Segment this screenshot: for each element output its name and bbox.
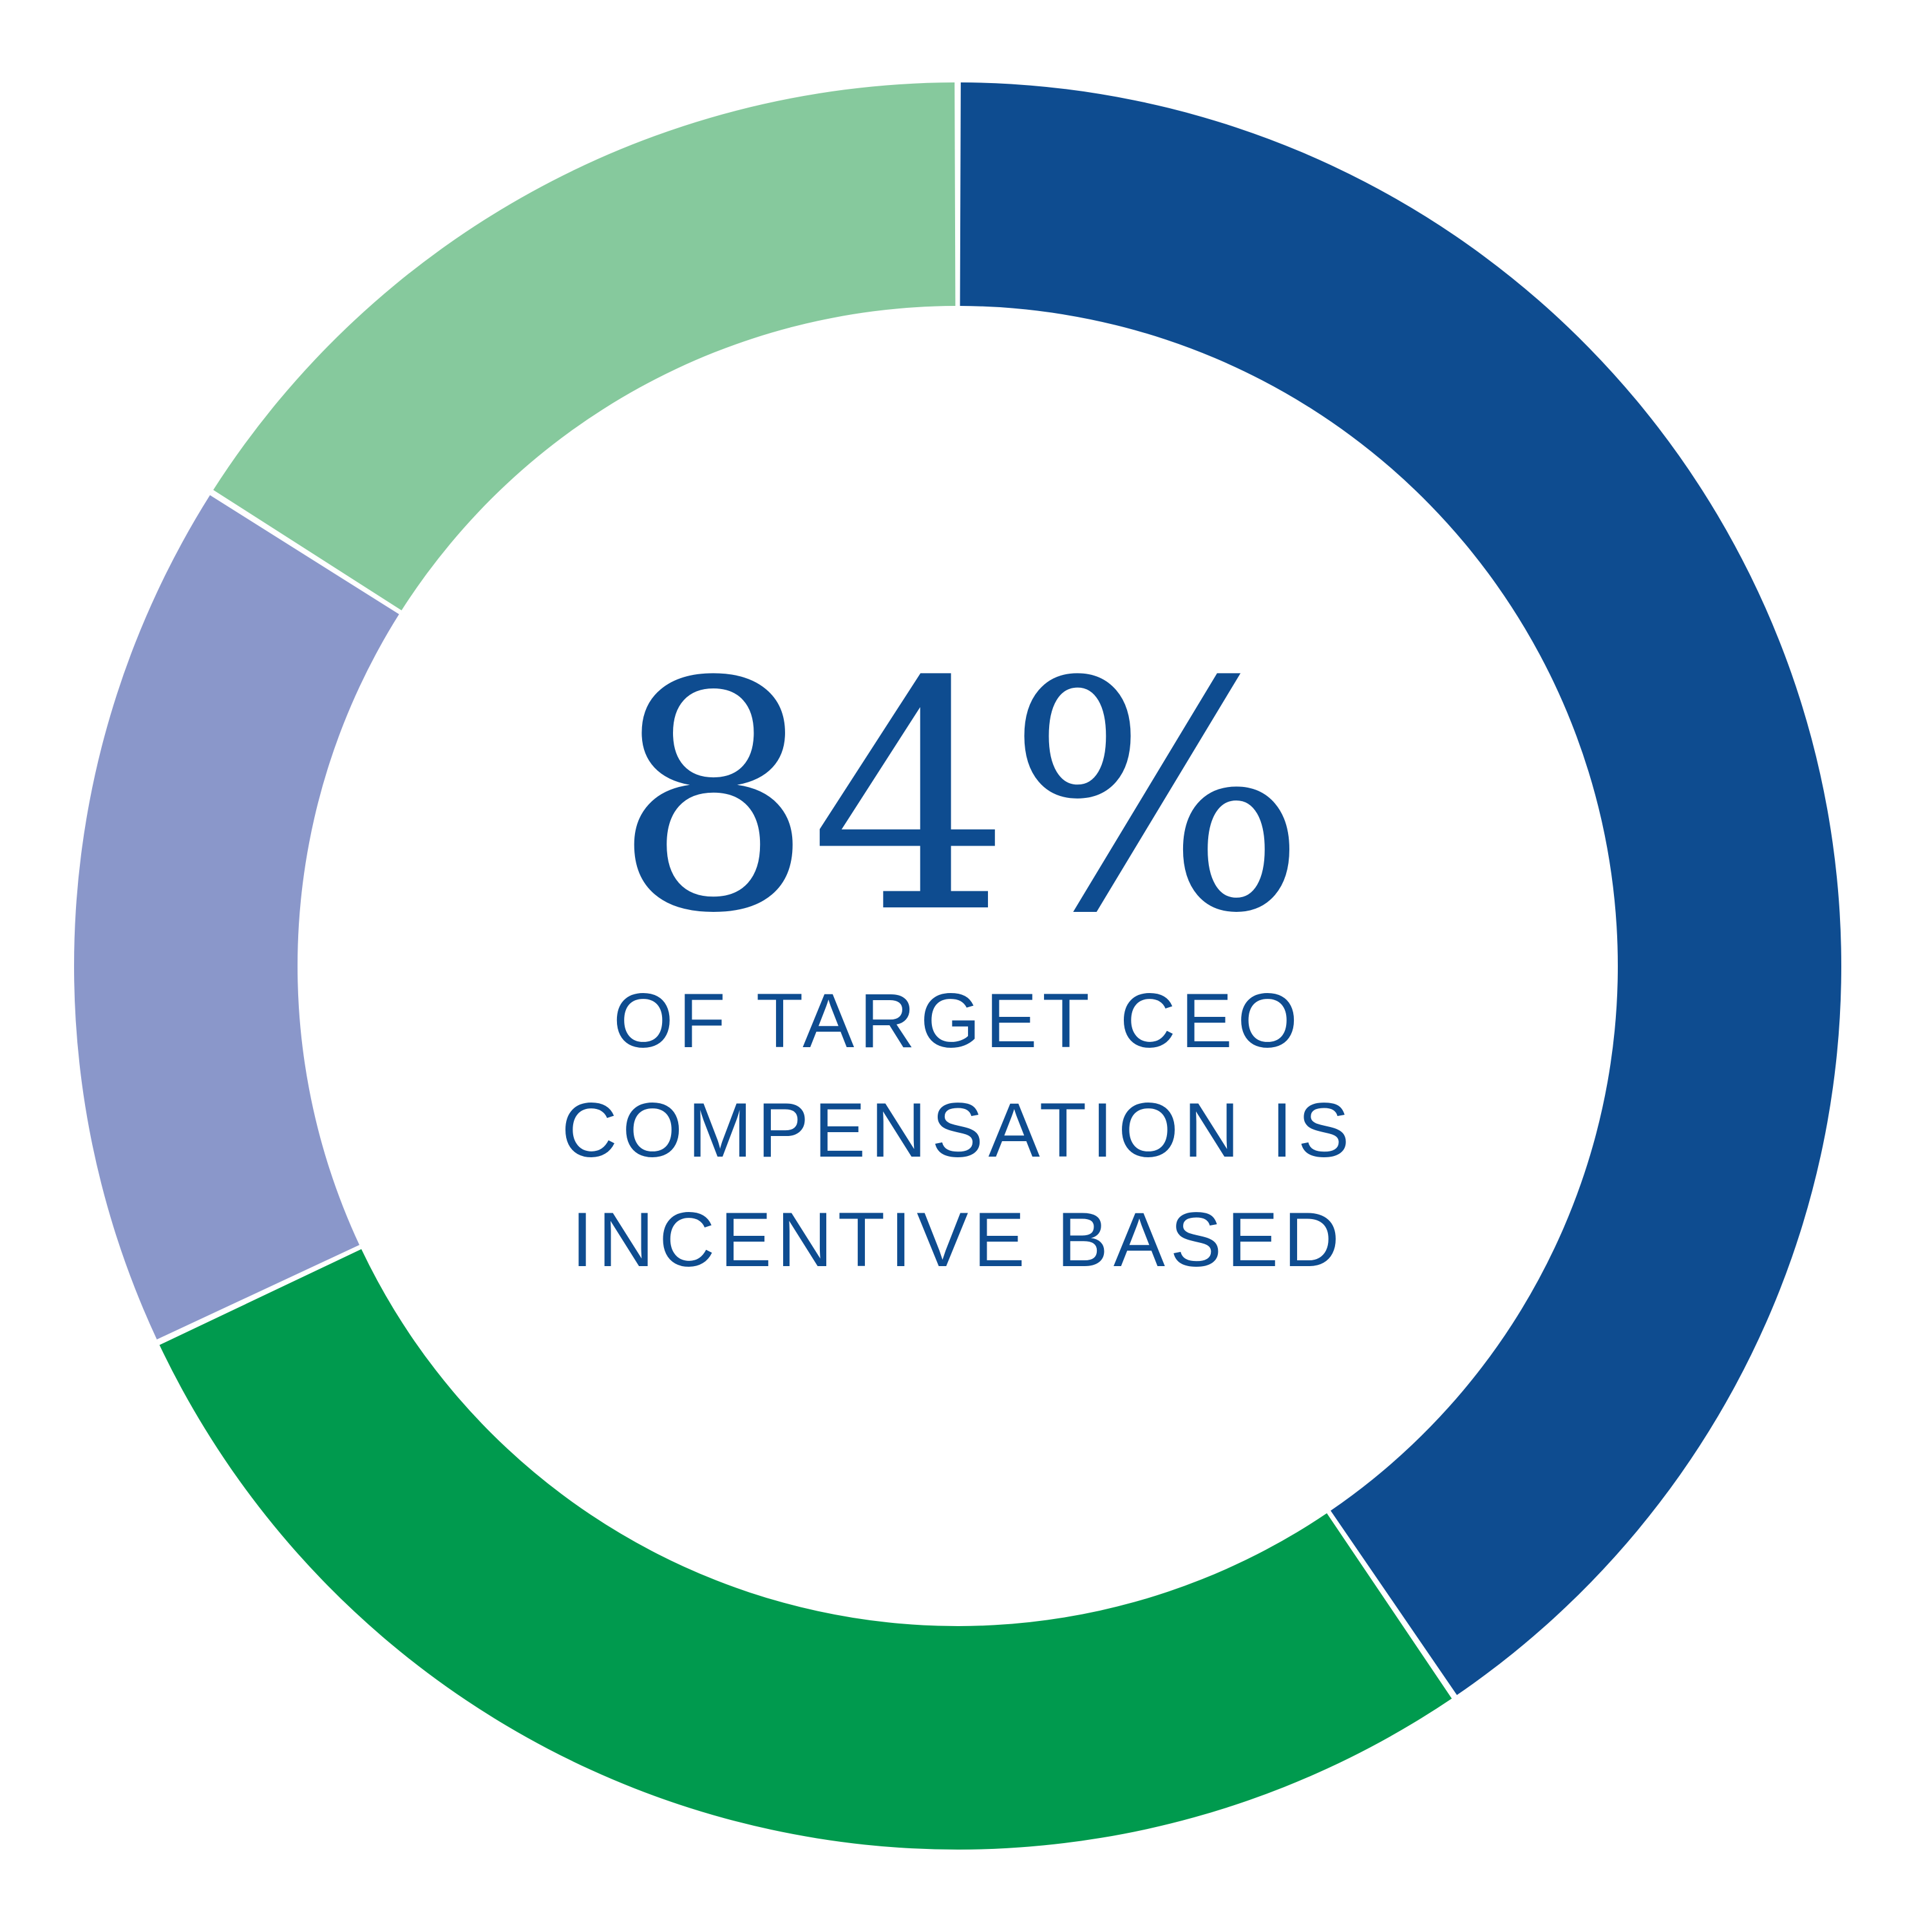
donut-slice-3 [73,495,399,1340]
donut-slice-2 [159,1249,1452,1850]
caption-line-1: OF TARGET CEO [613,978,1303,1064]
donut-slice-1 [960,82,1842,1696]
center-caption: OF TARGET CEO COMPENSATION IS INCENTIVE … [0,966,1916,1294]
caption-line-3: INCENTIVE BASED [571,1197,1345,1283]
donut-slice-4 [213,82,956,611]
caption-line-2: COMPENSATION IS [561,1087,1355,1173]
center-value: 84% [612,614,1307,982]
